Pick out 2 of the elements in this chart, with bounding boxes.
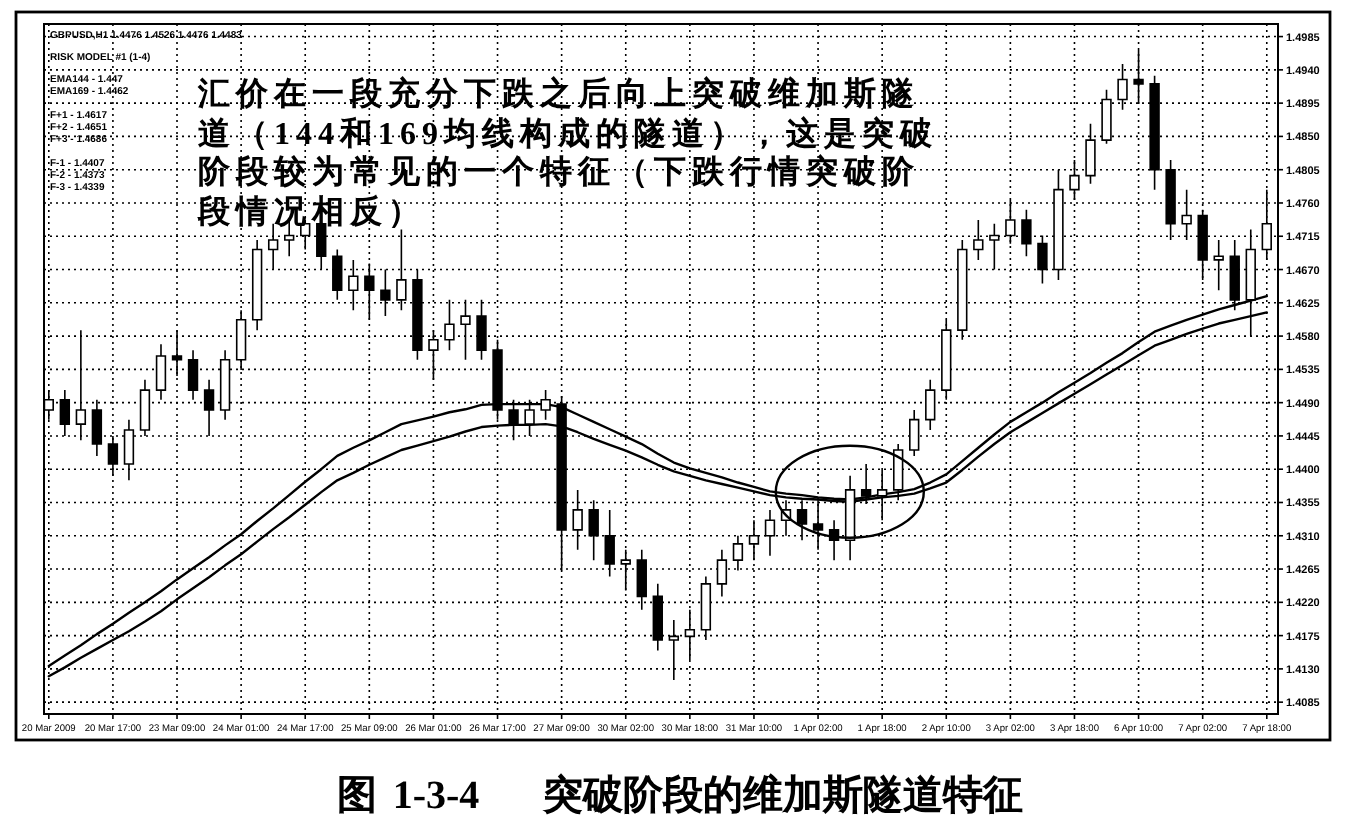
candlestick (75, 329, 87, 442)
text: 图 1-3-4 突破阶段的维加斯隧道特征 (336, 772, 1024, 818)
